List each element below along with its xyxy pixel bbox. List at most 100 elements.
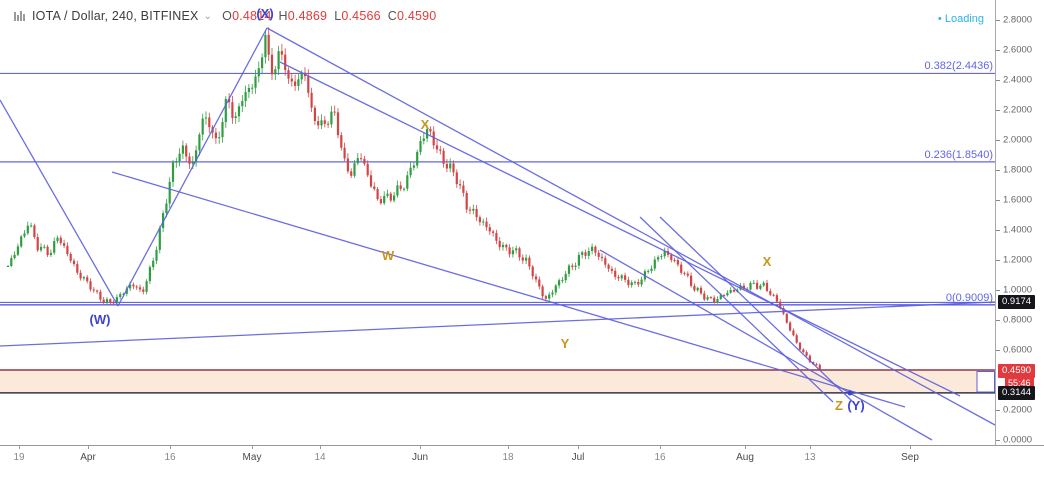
time-tick-mark — [420, 446, 421, 449]
price-tick-mark — [996, 80, 1000, 81]
candle-body — [442, 150, 445, 164]
candle-body — [234, 116, 237, 119]
candle-body — [264, 34, 267, 58]
drawing-marks-layer[interactable] — [847, 390, 853, 396]
ohlc-high: H0.4869 — [278, 9, 328, 23]
candle-body — [313, 107, 316, 122]
candle-body — [683, 272, 686, 274]
trend-line[interactable] — [111, 171, 906, 408]
candle-body — [148, 267, 151, 282]
candle-body — [336, 112, 340, 136]
candle-body — [416, 151, 419, 166]
trendlines-layer[interactable] — [0, 27, 996, 441]
elliott-wave-label[interactable]: W — [381, 248, 395, 263]
candle-body — [310, 92, 313, 108]
candle-body — [789, 322, 792, 331]
candles-layer — [6, 27, 821, 371]
price-badge: 0.3144 — [998, 386, 1036, 400]
price-tick-label: 2.6000 — [1003, 44, 1033, 56]
candle-body — [485, 221, 488, 228]
candle-body — [320, 120, 323, 126]
candle-body — [610, 268, 613, 271]
candle-body — [439, 149, 442, 151]
candle-body — [138, 287, 142, 290]
candle-body — [231, 102, 234, 119]
candle-body — [630, 282, 633, 286]
candle-body — [663, 251, 666, 257]
price-tick-mark — [996, 110, 1000, 111]
elliott-wave-label[interactable]: Y — [560, 336, 570, 351]
candle-body — [732, 290, 736, 292]
candle-body — [607, 264, 610, 269]
fib-level-label[interactable]: 0.236(1.8540) — [924, 148, 994, 161]
time-axis[interactable]: 19 Apr 16 May 14 Jun 18 Jul 16 Aug 13 Sep — [0, 445, 1044, 479]
candle-body — [13, 254, 16, 259]
candle-body — [769, 290, 772, 295]
candle-body — [198, 134, 201, 151]
trend-line[interactable] — [0, 99, 119, 307]
candle-body — [323, 120, 326, 124]
elliott-wave-label[interactable]: (X) — [256, 6, 274, 21]
candle-body — [175, 161, 178, 163]
candle-body — [762, 282, 765, 286]
candle-body — [584, 252, 587, 256]
candle-body — [122, 293, 125, 295]
candle-body — [818, 364, 821, 370]
time-tick-label: 16 — [654, 452, 666, 463]
candle-body — [544, 296, 547, 299]
trend-line[interactable] — [659, 216, 854, 403]
candle-body — [155, 249, 158, 261]
candle-body — [89, 281, 92, 290]
trend-line[interactable] — [117, 27, 268, 307]
candle-body — [297, 79, 300, 86]
candle-body — [145, 281, 148, 292]
loading-dot-icon: • — [937, 13, 942, 25]
support-zone-rect[interactable] — [0, 369, 995, 393]
candle-body — [59, 237, 62, 244]
price-tick-label: 1.6000 — [1003, 194, 1033, 206]
support-zone-layer[interactable] — [0, 369, 995, 394]
candle-body — [699, 287, 703, 294]
trend-line[interactable] — [599, 249, 933, 441]
candle-body — [185, 145, 188, 157]
candle-body — [79, 272, 82, 279]
price-axis[interactable]: 2.8000 2.6000 2.4000 2.2000 2.0000 1.8000 1.60… — [995, 0, 1044, 446]
candle-body — [600, 256, 604, 259]
time-tick-mark — [19, 446, 20, 449]
zone-end-handle[interactable] — [976, 371, 995, 393]
candle-body — [792, 330, 795, 336]
candle-body — [284, 54, 287, 71]
fib-level-label[interactable]: 0(0.9009) — [945, 291, 993, 304]
candle-body — [676, 260, 679, 265]
candle-body — [287, 70, 290, 79]
elliott-wave-label[interactable]: Z — [835, 398, 843, 413]
candle-body — [511, 250, 514, 255]
time-tick-label: 19 — [13, 452, 25, 463]
candle-body — [33, 225, 36, 238]
fib-level-label[interactable]: 0.382(2.4436) — [924, 60, 994, 73]
trend-line[interactable] — [639, 216, 834, 403]
price-tick-mark — [996, 20, 1000, 21]
trend-line[interactable] — [279, 61, 961, 397]
candle-body — [805, 352, 808, 356]
candle-body — [86, 277, 89, 282]
elliott-wave-label[interactable]: X — [762, 254, 772, 269]
candle-body — [224, 98, 227, 123]
trend-line[interactable] — [266, 27, 996, 426]
trend-line[interactable] — [0, 301, 996, 347]
elliott-wave-label[interactable]: (Y) — [847, 398, 865, 413]
candle-body — [670, 254, 673, 261]
candle-body — [749, 282, 752, 290]
candle-body — [129, 284, 132, 289]
symbol-title[interactable]: IOTA / Dollar, 240, BITFINEX — [32, 9, 199, 23]
price-tick-label: 1.4000 — [1003, 224, 1033, 236]
chevron-down-icon[interactable]: ⌄ — [203, 10, 213, 22]
wave-vertex-dot[interactable] — [847, 390, 853, 396]
fib-lines-layer[interactable] — [0, 72, 995, 306]
elliott-wave-label[interactable]: X — [420, 117, 430, 132]
elliott-wave-label[interactable]: (W) — [89, 312, 111, 327]
candle-body — [119, 294, 122, 298]
price-tick-mark — [996, 350, 1000, 351]
price-tick-mark — [996, 260, 1000, 261]
